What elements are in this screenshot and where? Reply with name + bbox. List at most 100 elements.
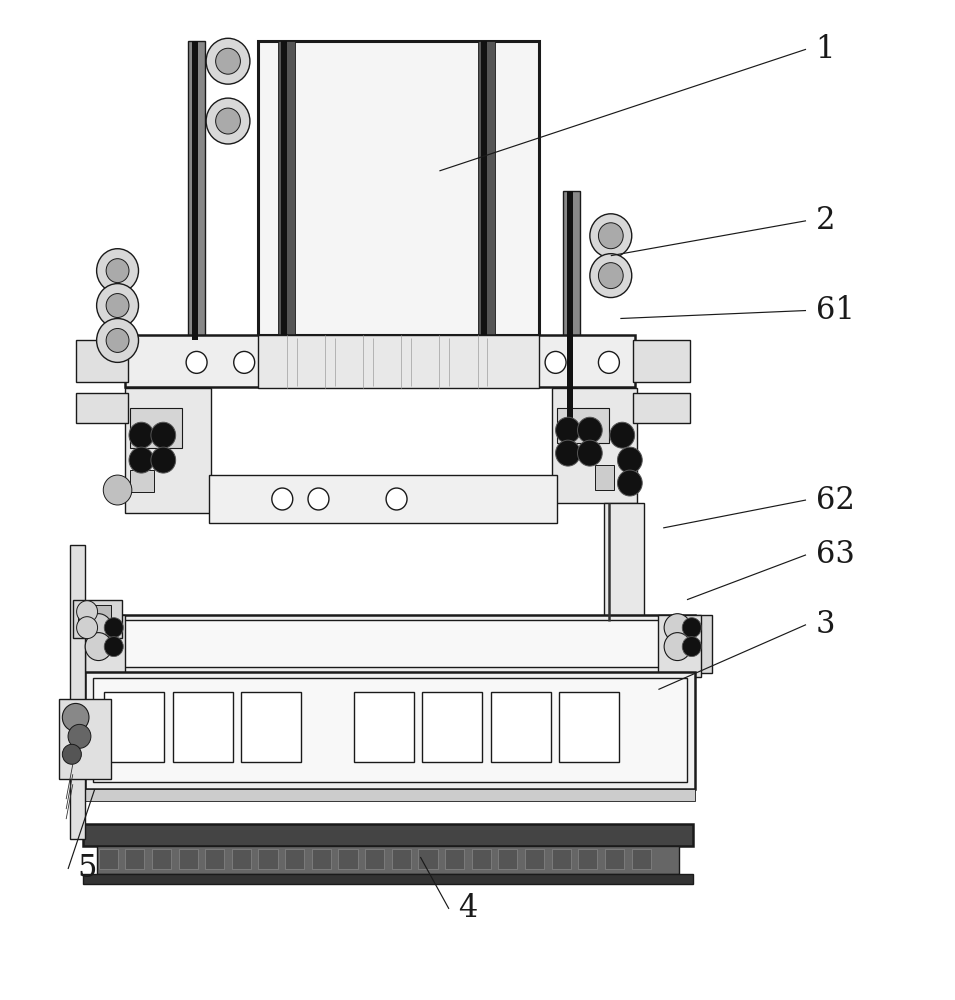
- Bar: [445, 849, 464, 869]
- Bar: [125, 849, 144, 869]
- Bar: [491, 692, 551, 762]
- Bar: [422, 692, 482, 762]
- Bar: [73, 615, 90, 673]
- Text: 2: 2: [816, 205, 835, 236]
- Bar: [605, 849, 625, 869]
- Bar: [96, 846, 679, 874]
- Bar: [286, 849, 305, 869]
- Circle shape: [103, 475, 132, 505]
- Bar: [567, 191, 573, 450]
- Bar: [259, 335, 540, 388]
- Bar: [96, 620, 684, 667]
- Bar: [125, 388, 211, 513]
- Bar: [278, 41, 295, 335]
- Bar: [242, 692, 302, 762]
- Bar: [192, 41, 198, 340]
- Circle shape: [76, 617, 97, 639]
- Bar: [694, 615, 711, 673]
- Bar: [312, 849, 330, 869]
- Circle shape: [96, 319, 138, 362]
- Bar: [563, 191, 581, 450]
- Bar: [205, 849, 224, 869]
- Text: 4: 4: [458, 893, 478, 924]
- Bar: [259, 849, 278, 869]
- Bar: [481, 41, 487, 335]
- Circle shape: [104, 637, 123, 657]
- Circle shape: [96, 284, 138, 327]
- Text: 5: 5: [77, 853, 97, 884]
- Circle shape: [106, 294, 129, 318]
- Bar: [104, 692, 164, 762]
- Bar: [93, 678, 687, 782]
- Bar: [478, 41, 495, 335]
- Bar: [83, 874, 692, 884]
- Circle shape: [682, 618, 701, 638]
- Bar: [75, 393, 128, 423]
- Bar: [130, 408, 182, 448]
- Circle shape: [104, 618, 123, 638]
- Circle shape: [68, 724, 91, 748]
- Circle shape: [85, 614, 112, 642]
- Bar: [232, 849, 251, 869]
- Circle shape: [106, 259, 129, 283]
- Bar: [392, 849, 411, 869]
- Circle shape: [206, 98, 250, 144]
- Bar: [552, 849, 571, 869]
- Bar: [130, 470, 154, 492]
- Bar: [152, 849, 171, 869]
- Circle shape: [682, 637, 701, 657]
- Circle shape: [578, 440, 603, 466]
- Circle shape: [272, 488, 293, 510]
- Circle shape: [578, 417, 603, 443]
- Circle shape: [610, 422, 635, 448]
- Circle shape: [234, 351, 255, 373]
- Circle shape: [386, 488, 407, 510]
- Bar: [85, 789, 694, 801]
- Circle shape: [216, 48, 241, 74]
- Bar: [557, 408, 609, 443]
- Text: 61: 61: [816, 295, 855, 326]
- Circle shape: [545, 351, 566, 373]
- Bar: [125, 335, 635, 387]
- Bar: [579, 849, 598, 869]
- Bar: [70, 545, 85, 839]
- Circle shape: [216, 108, 241, 134]
- Circle shape: [96, 249, 138, 293]
- Circle shape: [664, 633, 690, 661]
- Circle shape: [129, 422, 154, 448]
- Circle shape: [308, 488, 329, 510]
- Circle shape: [599, 263, 624, 289]
- Bar: [338, 849, 357, 869]
- Bar: [58, 699, 111, 779]
- Bar: [418, 849, 437, 869]
- Bar: [633, 340, 690, 382]
- Circle shape: [599, 223, 624, 249]
- Text: 63: 63: [816, 539, 855, 570]
- Bar: [85, 672, 694, 789]
- Circle shape: [590, 254, 632, 298]
- Circle shape: [151, 447, 176, 473]
- Circle shape: [618, 447, 642, 473]
- Bar: [353, 692, 414, 762]
- Bar: [633, 393, 690, 423]
- Bar: [179, 849, 198, 869]
- Bar: [282, 41, 287, 335]
- Text: 3: 3: [816, 609, 835, 640]
- Bar: [499, 849, 518, 869]
- Circle shape: [76, 601, 97, 623]
- Bar: [83, 824, 692, 846]
- Bar: [173, 692, 233, 762]
- Bar: [188, 41, 205, 340]
- Bar: [259, 41, 540, 335]
- Bar: [472, 849, 491, 869]
- Bar: [75, 340, 128, 382]
- Bar: [552, 388, 638, 503]
- Circle shape: [186, 351, 207, 373]
- Bar: [85, 615, 125, 677]
- Text: 1: 1: [816, 34, 835, 65]
- Bar: [73, 600, 122, 638]
- Circle shape: [618, 470, 642, 496]
- Circle shape: [590, 214, 632, 258]
- Circle shape: [664, 614, 690, 642]
- Bar: [85, 615, 694, 673]
